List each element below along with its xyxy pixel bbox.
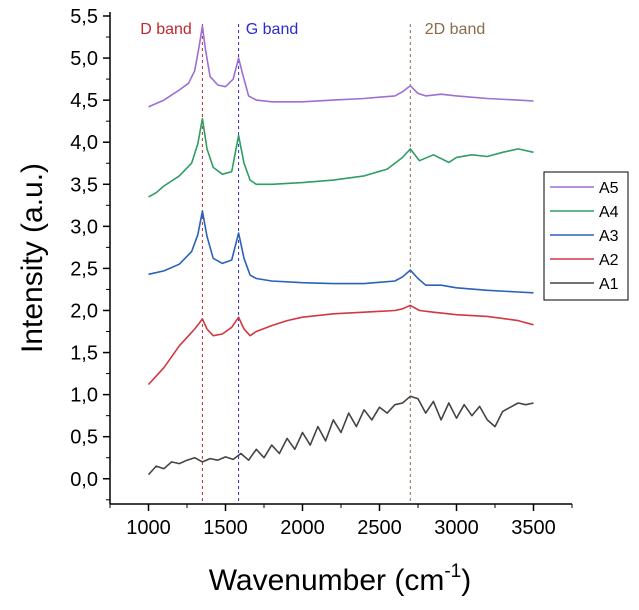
band-label: 2D band (425, 21, 486, 38)
x-tick-label: 2500 (357, 517, 402, 539)
y-tick-label: 1,0 (70, 385, 98, 407)
y-ticks: 0,0 0,5 1,0 1,5 2,0 2,5 3,0 3,5 4,0 4,5 5,0 5,5 (70, 6, 110, 501)
series-lines (147, 25, 534, 476)
x-tick-label: 3500 (511, 517, 556, 539)
y-axis-title: Intensity (a.u.) (16, 163, 49, 353)
x-ticks: 1000 1500 2000 2500 3000 3500 (109, 504, 573, 539)
y-tick-label: 0,5 (70, 427, 98, 449)
x-axis-title: Wavenumber (cm-1) (209, 561, 472, 597)
series-line (148, 25, 534, 108)
y-tick-label: 2,5 (70, 258, 98, 280)
legend-box (543, 171, 629, 301)
legend-label: A3 (599, 228, 619, 245)
y-tick-label: 2,0 (70, 300, 98, 322)
x-tick-label: 1500 (203, 517, 248, 539)
series-line (147, 304, 534, 386)
series-line (147, 395, 534, 476)
legend-label: A1 (599, 276, 619, 293)
y-tick-label: 0,0 (70, 469, 98, 491)
y-tick-label: 1,5 (70, 343, 98, 365)
legend-label: A2 (599, 252, 619, 269)
band-label: G band (246, 21, 298, 38)
x-axis-title-superscript: -1 (444, 561, 461, 582)
series-line (148, 210, 534, 294)
x-tick-label: 3000 (434, 517, 479, 539)
series-line (148, 117, 534, 198)
axes (109, 12, 572, 505)
x-tick-label: 1000 (126, 517, 171, 539)
x-axis-title-close: ) (461, 564, 471, 597)
x-axis-title-main: Wavenumber (cm (209, 564, 445, 597)
y-tick-label: 4,0 (70, 132, 98, 154)
y-tick-label: 5,5 (70, 6, 98, 28)
band-markers: D band G band 2D band (140, 21, 485, 504)
y-tick-label: 5,0 (70, 48, 98, 70)
x-tick-label: 2000 (280, 517, 325, 539)
y-tick-label: 3,0 (70, 216, 98, 238)
band-label: D band (140, 21, 192, 38)
y-tick-label: 3,5 (70, 174, 98, 196)
legend-label: A5 (599, 180, 619, 197)
y-tick-label: 4,5 (70, 90, 98, 112)
legend-label: A4 (599, 204, 619, 221)
legend: A5 A4 A3 A2 A1 (543, 171, 629, 301)
